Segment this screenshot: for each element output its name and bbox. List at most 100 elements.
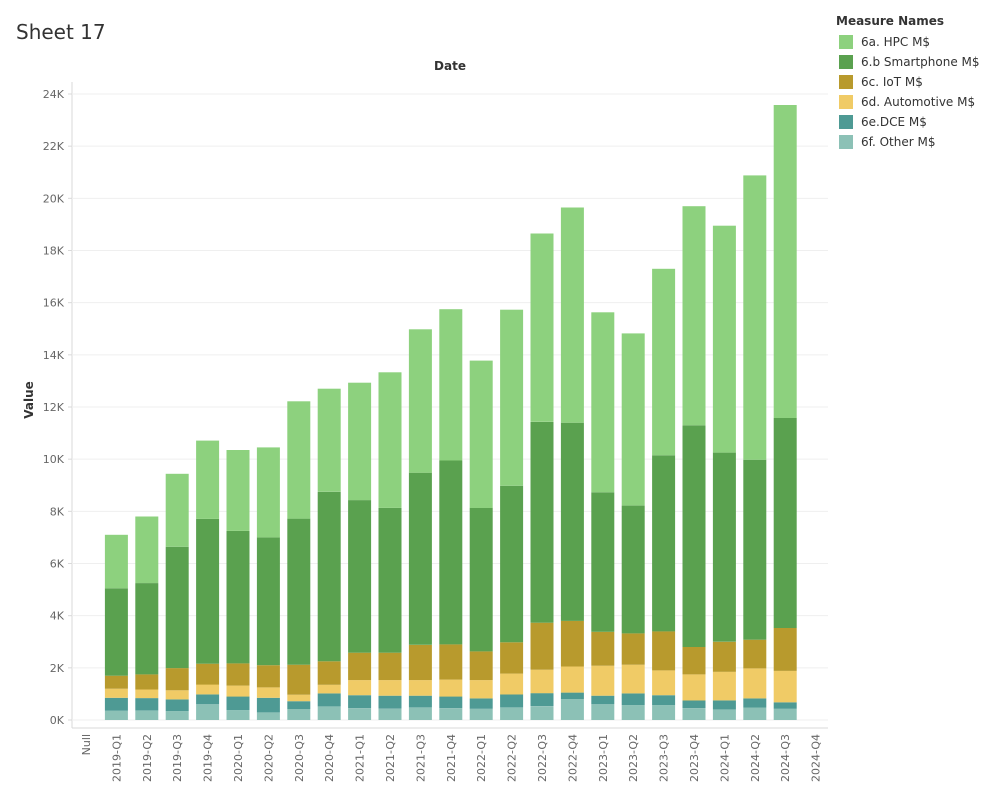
bar-segment[interactable]	[591, 492, 615, 632]
bar-segment[interactable]	[652, 670, 676, 696]
bar-segment[interactable]	[135, 516, 159, 584]
bar-segment[interactable]	[256, 537, 280, 666]
bar-segment[interactable]	[591, 631, 615, 666]
bar-segment[interactable]	[500, 673, 524, 695]
bar-segment[interactable]	[591, 704, 615, 720]
bar-segment[interactable]	[743, 175, 767, 460]
bar-segment[interactable]	[196, 440, 220, 519]
bar-segment[interactable]	[348, 680, 372, 696]
bar-segment[interactable]	[348, 382, 372, 501]
bar-segment[interactable]	[621, 333, 645, 506]
bar-segment[interactable]	[287, 518, 311, 665]
bar-segment[interactable]	[226, 696, 250, 711]
bar-segment[interactable]	[773, 627, 797, 671]
bar-segment[interactable]	[560, 620, 584, 667]
bar-segment[interactable]	[530, 233, 554, 422]
bar-segment[interactable]	[165, 690, 189, 700]
bar-segment[interactable]	[317, 491, 341, 662]
bar-segment[interactable]	[712, 452, 736, 642]
bar-segment[interactable]	[226, 710, 250, 720]
bar-segment[interactable]	[743, 668, 767, 699]
bar-segment[interactable]	[469, 651, 493, 681]
bar-segment[interactable]	[560, 207, 584, 423]
bar-segment[interactable]	[500, 707, 524, 721]
bar-segment[interactable]	[530, 693, 554, 707]
bar-segment[interactable]	[348, 652, 372, 681]
bar-segment[interactable]	[469, 360, 493, 508]
bar-segment[interactable]	[682, 425, 706, 647]
bar-segment[interactable]	[287, 401, 311, 519]
bar-segment[interactable]	[104, 588, 128, 676]
bar-segment[interactable]	[773, 702, 797, 709]
bar-segment[interactable]	[165, 473, 189, 547]
bar-segment[interactable]	[408, 707, 432, 721]
bar-segment[interactable]	[378, 507, 402, 653]
bar-segment[interactable]	[712, 671, 736, 701]
bar-segment[interactable]	[682, 206, 706, 426]
legend-item-hpc[interactable]: 6a. HPC M$	[836, 32, 996, 52]
bar-segment[interactable]	[256, 712, 280, 720]
bar-segment[interactable]	[104, 675, 128, 689]
bar-segment[interactable]	[408, 644, 432, 681]
bar-segment[interactable]	[135, 583, 159, 675]
bar-segment[interactable]	[621, 705, 645, 720]
bar-segment[interactable]	[378, 708, 402, 720]
bar-segment[interactable]	[500, 309, 524, 486]
bar-segment[interactable]	[439, 309, 463, 461]
bar-segment[interactable]	[439, 708, 463, 720]
legend-item-dce[interactable]: 6e.DCE M$	[836, 112, 996, 132]
bar-segment[interactable]	[591, 665, 615, 696]
bar-segment[interactable]	[652, 455, 676, 632]
bar-segment[interactable]	[591, 312, 615, 493]
bar-segment[interactable]	[773, 418, 797, 628]
bar-segment[interactable]	[712, 700, 736, 710]
bar-segment[interactable]	[712, 641, 736, 672]
legend-item-smartphone[interactable]: 6.b Smartphone M$	[836, 52, 996, 72]
legend-item-other[interactable]: 6f. Other M$	[836, 132, 996, 152]
bar-segment[interactable]	[682, 647, 706, 675]
bar-segment[interactable]	[652, 268, 676, 456]
bar-segment[interactable]	[773, 708, 797, 720]
bar-segment[interactable]	[743, 459, 767, 640]
bar-segment[interactable]	[378, 372, 402, 508]
bar-segment[interactable]	[500, 694, 524, 708]
bar-segment[interactable]	[652, 631, 676, 671]
bar-segment[interactable]	[165, 711, 189, 720]
bar-segment[interactable]	[621, 633, 645, 665]
bar-segment[interactable]	[439, 696, 463, 709]
bar-segment[interactable]	[196, 704, 220, 720]
bar-segment[interactable]	[591, 695, 615, 705]
bar-segment[interactable]	[682, 674, 706, 701]
legend-item-iot[interactable]: 6c. IoT M$	[836, 72, 996, 92]
bar-segment[interactable]	[773, 671, 797, 703]
bar-segment[interactable]	[378, 680, 402, 696]
bar-segment[interactable]	[287, 701, 311, 709]
bar-segment[interactable]	[317, 693, 341, 707]
bar-segment[interactable]	[226, 450, 250, 531]
bar-segment[interactable]	[469, 698, 493, 709]
bar-segment[interactable]	[287, 664, 311, 695]
bar-segment[interactable]	[256, 687, 280, 698]
bar-segment[interactable]	[712, 225, 736, 453]
bar-segment[interactable]	[408, 695, 432, 708]
bar-segment[interactable]	[348, 695, 372, 709]
bar-segment[interactable]	[196, 684, 220, 695]
bar-segment[interactable]	[530, 622, 554, 670]
bar-segment[interactable]	[135, 689, 159, 699]
bar-segment[interactable]	[408, 472, 432, 645]
bar-segment[interactable]	[196, 663, 220, 685]
bar-segment[interactable]	[530, 421, 554, 623]
bar-segment[interactable]	[439, 460, 463, 645]
bar-segment[interactable]	[773, 105, 797, 418]
legend-item-automotive[interactable]: 6d. Automotive M$	[836, 92, 996, 112]
bar-segment[interactable]	[469, 507, 493, 652]
bar-segment[interactable]	[256, 447, 280, 538]
bar-segment[interactable]	[348, 500, 372, 653]
bar-segment[interactable]	[530, 706, 554, 720]
bar-segment[interactable]	[104, 688, 128, 698]
bar-segment[interactable]	[469, 708, 493, 720]
bar-segment[interactable]	[439, 679, 463, 697]
bar-segment[interactable]	[196, 518, 220, 664]
bar-segment[interactable]	[135, 698, 159, 711]
bar-segment[interactable]	[226, 530, 250, 664]
